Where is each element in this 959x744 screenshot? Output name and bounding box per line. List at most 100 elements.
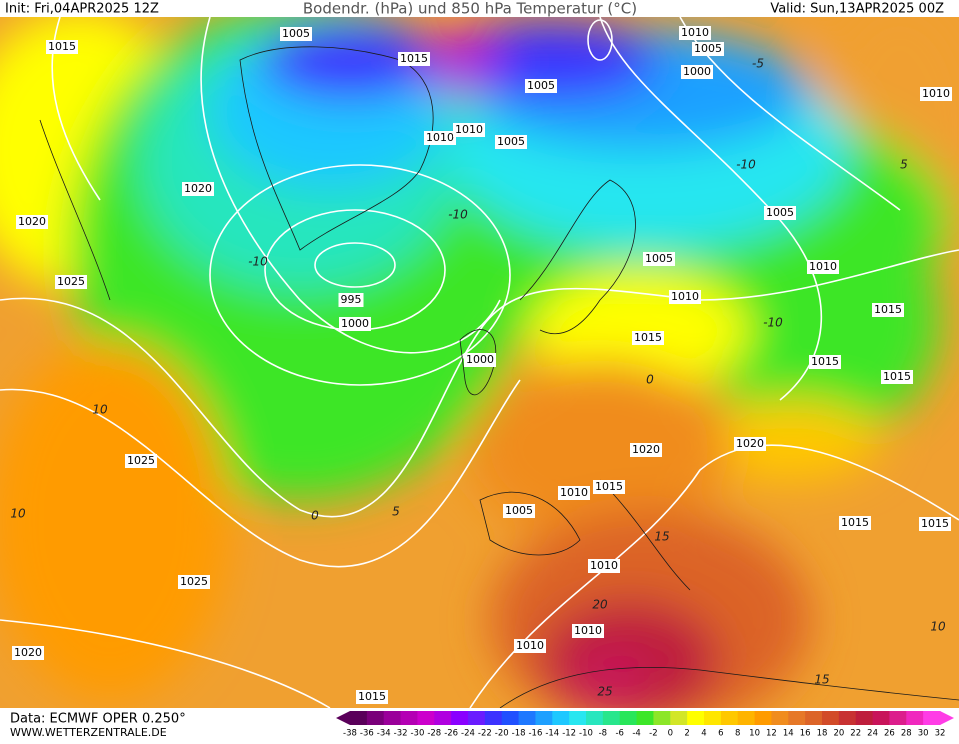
scale-swatch xyxy=(771,711,789,725)
isobar-label-bg xyxy=(424,131,456,145)
isobar-label: 1025 xyxy=(180,575,208,588)
isobar-label: 1015 xyxy=(811,355,839,368)
isobar-label-bg xyxy=(464,353,496,367)
isobar-label: 1015 xyxy=(874,303,902,316)
scale-swatch xyxy=(602,711,621,725)
scale-label: 22 xyxy=(850,729,861,739)
scale-label: -10 xyxy=(579,729,593,739)
scale-swatch xyxy=(400,711,418,725)
scale-label: -12 xyxy=(562,729,576,739)
scale-swatch xyxy=(535,711,553,725)
temperature-label: 10 xyxy=(10,507,26,521)
scale-arrow-high xyxy=(940,711,954,725)
scale-label: 18 xyxy=(817,729,828,739)
isobar-label-bg xyxy=(681,65,713,79)
isobar-label-bg xyxy=(764,206,796,220)
scale-swatch xyxy=(451,711,469,725)
isobar-label: 1005 xyxy=(527,79,555,92)
scale-swatch xyxy=(619,711,638,725)
isobar-label: 1000 xyxy=(683,65,711,78)
isobar-label: 1020 xyxy=(18,215,46,228)
isobar-label-bg xyxy=(839,516,871,530)
isobar-label: 1010 xyxy=(455,123,483,136)
scale-swatch xyxy=(569,711,587,725)
scale-swatch xyxy=(552,711,570,725)
temperature-label: 5 xyxy=(392,505,400,519)
temperature-label: 25 xyxy=(597,685,612,699)
isobar-label: 1010 xyxy=(516,639,544,652)
isobar-label-bg xyxy=(125,454,157,468)
scale-label: -18 xyxy=(512,729,526,739)
scale-swatch xyxy=(484,711,503,725)
scale-label: 8 xyxy=(735,729,740,739)
temperature-label: 5 xyxy=(900,158,908,172)
isobar-label: 1010 xyxy=(426,131,454,144)
isobar-label-bg xyxy=(280,27,312,41)
isobar-label: 1015 xyxy=(595,480,623,493)
isobar-label-bg xyxy=(356,690,388,704)
scale-swatch xyxy=(687,711,705,725)
scale-label: 14 xyxy=(783,729,794,739)
isobar-label-bg xyxy=(182,182,214,196)
isobar-label: 1015 xyxy=(883,370,911,383)
isobar-label: 1025 xyxy=(127,454,155,467)
valid-time: Valid: Sun,13APR2025 00Z xyxy=(770,2,944,17)
isobar-label-bg xyxy=(178,575,210,589)
isobar-label-bg xyxy=(398,52,430,66)
isobar-label-bg xyxy=(881,370,913,384)
scale-label: -24 xyxy=(461,729,475,739)
scale-label: -16 xyxy=(528,729,542,739)
scale-label: 0 xyxy=(668,729,673,739)
scale-label: 12 xyxy=(766,729,777,739)
scale-swatch xyxy=(586,711,604,725)
scale-arrow-low xyxy=(336,711,350,725)
isobar-label: 1015 xyxy=(921,517,949,530)
scale-swatch xyxy=(501,711,520,725)
scale-swatch xyxy=(366,711,385,725)
isobar-label: 1020 xyxy=(736,437,764,450)
scale-swatch xyxy=(417,711,435,725)
scale-swatch xyxy=(788,711,806,725)
isobar-label: 1005 xyxy=(694,42,722,55)
scale-label: -22 xyxy=(478,729,492,739)
temperature-label: -10 xyxy=(448,208,468,222)
map-title: Bodendr. (hPa) und 850 hPa Temperatur (°… xyxy=(303,0,637,18)
isobar-label: 1005 xyxy=(645,252,673,265)
scale-label: 16 xyxy=(800,729,811,739)
scale-swatch xyxy=(737,711,756,725)
scale-label: 2 xyxy=(684,729,689,739)
temperature-label: -5 xyxy=(752,57,764,71)
temperature-label: 10 xyxy=(92,403,108,417)
scale-label: -30 xyxy=(410,729,424,739)
isobar-label: 1005 xyxy=(766,206,794,219)
isobar-label-bg xyxy=(919,517,951,531)
scale-swatch xyxy=(704,711,722,725)
scale-label: -4 xyxy=(632,729,640,739)
isobar-label: 995 xyxy=(341,293,362,306)
temperature-label: -10 xyxy=(736,158,756,172)
isobar-label-bg xyxy=(453,123,485,137)
scale-label: 24 xyxy=(867,729,878,739)
init-time: Init: Fri,04APR2025 12Z xyxy=(5,2,159,17)
isobar-label-bg xyxy=(514,639,546,653)
isobar-label: 1000 xyxy=(466,353,494,366)
scale-swatch xyxy=(468,711,486,725)
isobar-label: 1005 xyxy=(497,135,525,148)
scale-label: 20 xyxy=(833,729,844,739)
temperature-label: 10 xyxy=(930,620,946,634)
scale-swatch xyxy=(518,711,536,725)
isobar-label-bg xyxy=(46,40,78,54)
isobar-label-bg xyxy=(809,355,841,369)
scale-swatch xyxy=(383,711,402,725)
isobar-label-bg xyxy=(339,317,371,331)
isobars xyxy=(0,17,959,708)
scale-label: 28 xyxy=(901,729,912,739)
scale-label: 4 xyxy=(701,729,706,739)
scale-label: -34 xyxy=(377,729,391,739)
scale-label: 6 xyxy=(718,729,723,739)
isobar-label-bg xyxy=(630,443,662,457)
temperature-label: 15 xyxy=(654,530,669,544)
scale-swatch xyxy=(350,711,368,725)
scale-label: -28 xyxy=(427,729,441,739)
scale-swatch xyxy=(822,711,840,725)
